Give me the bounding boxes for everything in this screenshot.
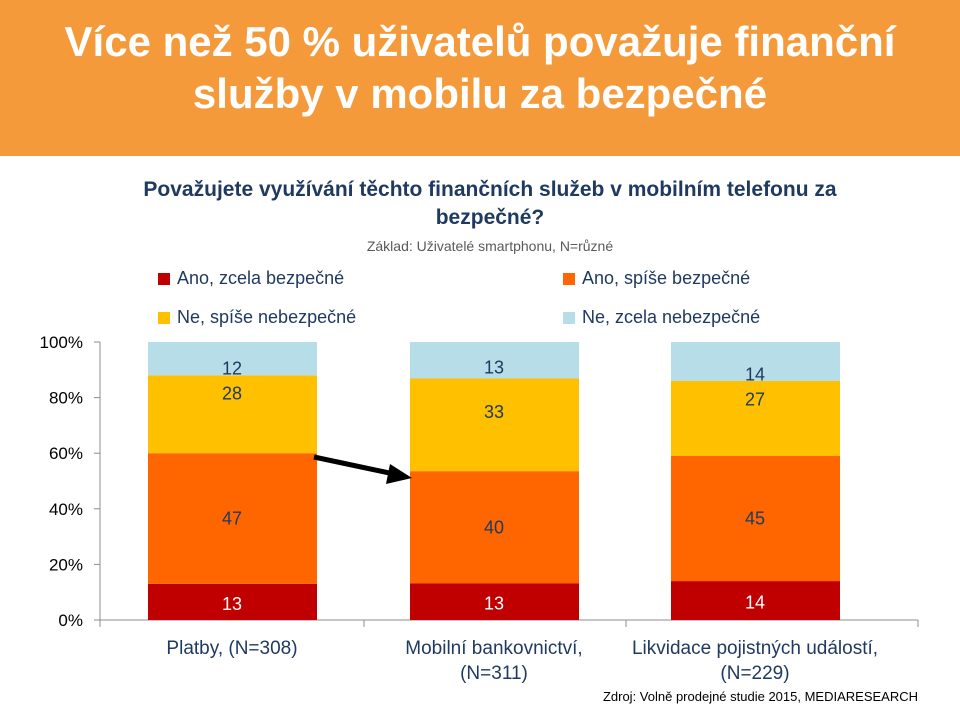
- data-label: 13: [484, 357, 504, 377]
- legend-item-ne-spise: Ne, spíše nebezpečné: [158, 307, 356, 328]
- data-label: 40: [484, 517, 504, 537]
- data-label: 33: [484, 402, 504, 422]
- legend-label: Ano, zcela bezpečné: [177, 268, 345, 288]
- chart-subtitle: Základ: Uživatelé smartphonu, N=různé: [366, 238, 614, 254]
- data-label: 13: [222, 594, 242, 614]
- data-label: 27: [745, 389, 765, 409]
- y-tick-label: 100%: [40, 333, 83, 352]
- legend-item-ano-zcela: Ano, zcela bezpečné: [158, 268, 344, 289]
- bar-segment: [410, 378, 579, 472]
- bar-segment: [410, 583, 579, 620]
- x-category-label: Mobilní bankovnictví, (N=311): [405, 638, 582, 684]
- arrow-head: [386, 464, 412, 484]
- x-category-label: Platby, (N=308): [166, 638, 297, 659]
- y-tick-label: 20%: [49, 555, 83, 574]
- bar-segment: [410, 342, 579, 379]
- bar-segment: [671, 455, 840, 582]
- legend-swatch: [158, 311, 170, 324]
- y-tick-label: 80%: [49, 389, 83, 408]
- bar-segment: [671, 380, 840, 456]
- data-label: 12: [222, 359, 242, 379]
- bar-segment: [148, 375, 317, 454]
- legend-label: Ne, zcela nebezpečné: [582, 307, 761, 327]
- chart-title: Považujete využívání těchto finančních s…: [143, 178, 837, 229]
- legend-swatch: [563, 272, 575, 285]
- bar-segment: [148, 453, 317, 584]
- data-label: 14: [745, 593, 765, 613]
- bar-segment: [148, 342, 317, 376]
- bar-segment: [148, 583, 317, 620]
- data-label: 14: [745, 364, 765, 384]
- bar-segment: [671, 342, 840, 381]
- x-category-label: Likvidace pojistných událostí, (N=229): [632, 638, 878, 684]
- data-label: 47: [222, 509, 242, 529]
- legend-swatch: [158, 272, 170, 285]
- y-tick-label: 0%: [58, 611, 83, 630]
- legend-swatch: [563, 311, 575, 324]
- page-title: Více než 50 % uživatelů považuje finančn…: [64, 18, 896, 117]
- title-banner: Více než 50 % uživatelů považuje finančn…: [0, 0, 960, 156]
- arrow-annotation: [313, 454, 395, 477]
- legend-item-ano-spise: Ano, spíše bezpečné: [563, 268, 750, 289]
- data-label: 28: [222, 383, 242, 403]
- y-tick-label: 60%: [49, 444, 83, 463]
- legend-item-ne-zcela: Ne, zcela nebezpečné: [563, 307, 760, 328]
- bar-segment: [410, 471, 579, 584]
- legend-label: Ano, spíše bezpečné: [582, 268, 751, 288]
- data-label: 45: [745, 509, 765, 529]
- bar-segment: [671, 581, 840, 620]
- data-label: 13: [484, 594, 504, 614]
- source-note: Zdroj: Volně prodejné studie 2015, MEDIA…: [602, 689, 918, 704]
- y-tick-label: 40%: [49, 500, 83, 519]
- legend-label: Ne, spíše nebezpečné: [177, 307, 357, 327]
